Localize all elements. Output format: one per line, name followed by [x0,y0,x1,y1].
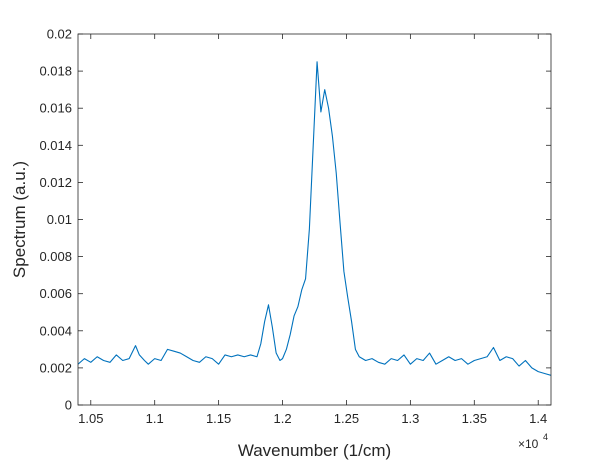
x-tick-label: 1.35 [462,411,487,426]
y-tick-label: 0.002 [39,360,72,375]
y-tick-label: 0.02 [47,27,72,42]
x-axis-exponent-power: 4 [543,432,548,442]
plot-area [78,61,551,376]
labels: Wavenumber (1/cm) Spectrum (a.u.) ×10 4 [10,161,548,460]
y-tick-label: 0.004 [39,323,72,338]
y-tick-label: 0.006 [39,286,72,301]
x-tick-label: 1.2 [274,411,292,426]
y-tick-label: 0.014 [39,138,72,153]
y-tick-label: 0.018 [39,64,72,79]
x-axis-exponent-base: ×10 [518,437,539,451]
x-tick-label: 1.25 [334,411,359,426]
x-tick-label: 1.1 [146,411,164,426]
x-tick-label: 1.05 [78,411,103,426]
y-tick-label: 0.016 [39,101,72,116]
y-axis-label: Spectrum (a.u.) [10,161,29,278]
y-tick-label: 0.01 [47,212,72,227]
x-tick-label: 1.4 [529,411,547,426]
axes-box [77,33,552,406]
x-tick-label: 1.15 [206,411,231,426]
x-tick-label: 1.3 [401,411,419,426]
axes: 1.05 1.1 1.15 1.2 1.25 1.3 1.35 1.4 0 0.002 0.004 0… [39,27,552,426]
x-axis-label: Wavenumber (1/cm) [238,441,391,460]
y-tick-label: 0.012 [39,175,72,190]
series-line-0 [78,61,551,376]
y-tick-label: 0 [65,398,72,413]
y-tick-label: 0.008 [39,249,72,264]
